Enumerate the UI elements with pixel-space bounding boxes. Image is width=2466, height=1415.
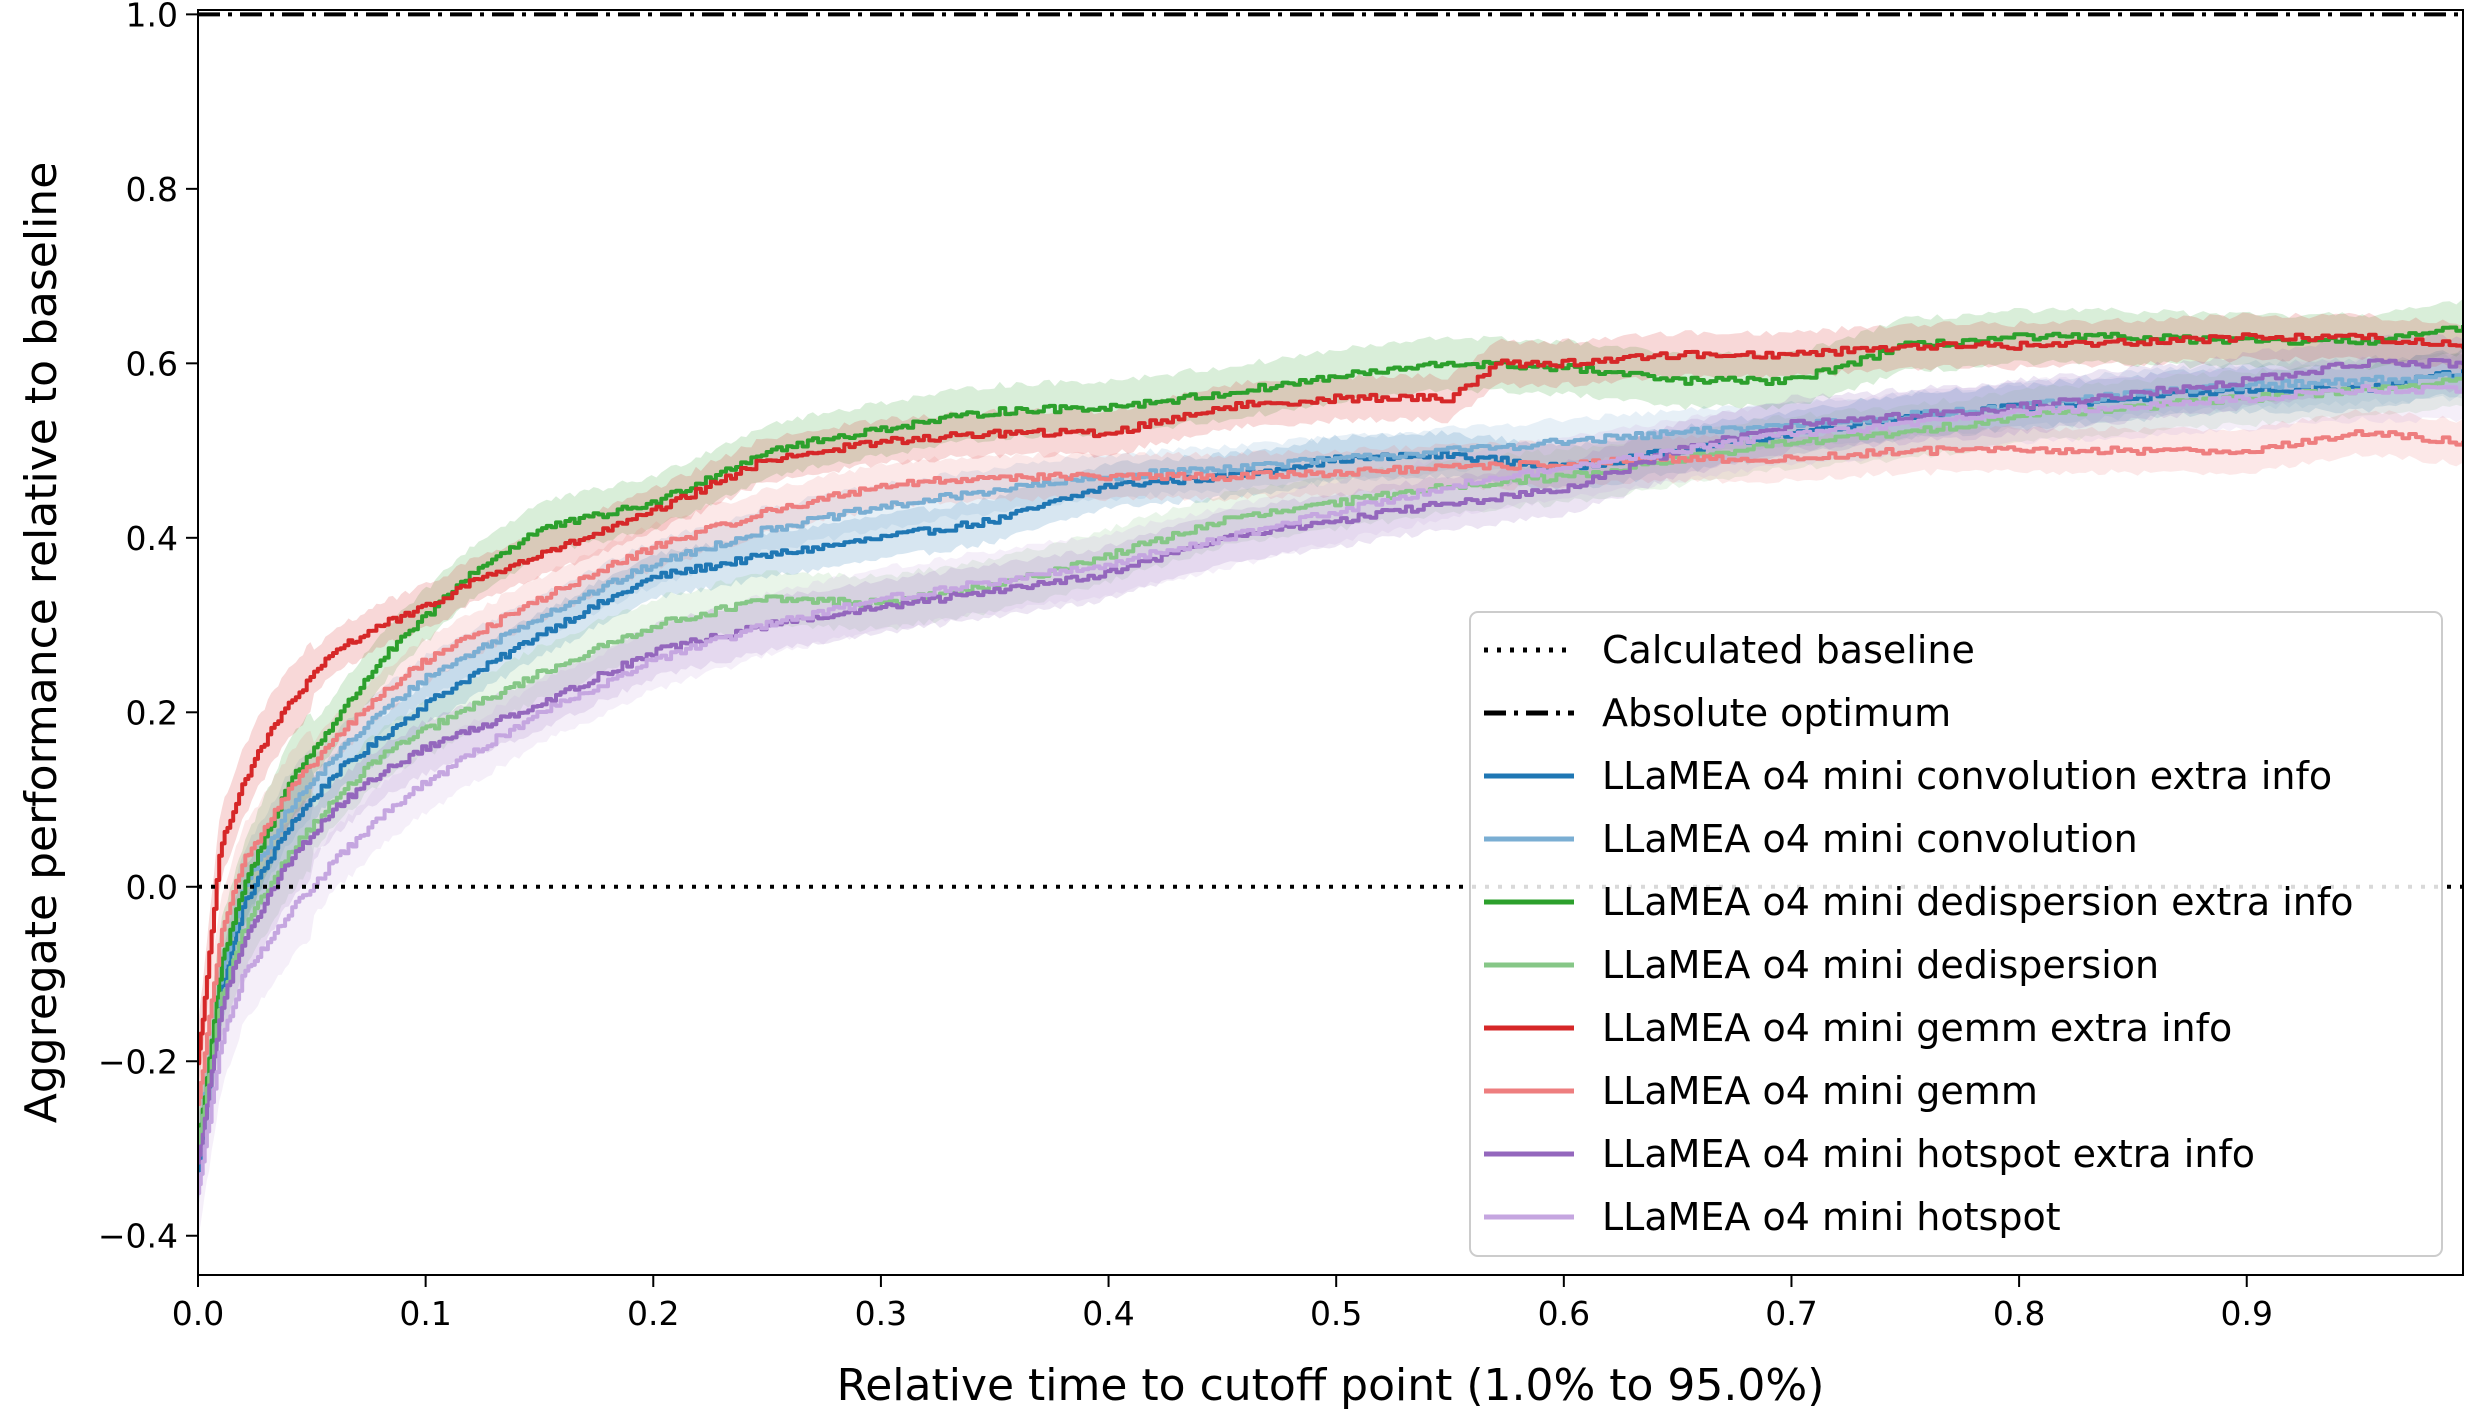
x-tick-label: 0.5 — [1310, 1294, 1362, 1333]
y-tick-label: 0.0 — [126, 868, 178, 907]
y-tick-label: 0.6 — [126, 344, 178, 383]
x-axis-ticks: 0.0 0.1 0.2 0.3 0.4 0.5 0.6 0.7 0.8 0.9 — [172, 1275, 2273, 1333]
legend-label-llamea-o4-mini-dedispersion: LLaMEA o4 mini dedispersion — [1602, 943, 2159, 987]
y-axis-label: Aggregate performance relative to baseli… — [16, 162, 67, 1124]
series-line-llamea-o4-mini-gemm — [198, 429, 2463, 1107]
y-tick-label: −0.2 — [98, 1042, 178, 1081]
y-tick-label: 1.0 — [126, 0, 178, 34]
series-line-llamea-o4-mini-convolution-extra-info — [198, 369, 2463, 1176]
band-llamea-o4-mini-hotspot — [198, 355, 2463, 1242]
y-tick-label: 0.8 — [126, 170, 178, 209]
x-axis-label: Relative time to cutoff point (1.0% to 9… — [837, 1360, 1825, 1411]
x-tick-label: 0.9 — [2221, 1294, 2273, 1333]
legend-label-llamea-o4-mini-dedispersion-extra-info: LLaMEA o4 mini dedispersion extra info — [1602, 880, 2354, 924]
x-tick-label: 0.1 — [399, 1294, 451, 1333]
legend-label-llamea-o4-mini-gemm: LLaMEA o4 mini gemm — [1602, 1069, 2038, 1113]
legend-label-llamea-o4-mini-convolution-extra-info: LLaMEA o4 mini convolution extra info — [1602, 754, 2332, 798]
x-tick-label: 0.3 — [855, 1294, 907, 1333]
legend-label-llamea-o4-mini-hotspot: LLaMEA o4 mini hotspot — [1602, 1195, 2061, 1239]
x-tick-label: 0.4 — [1082, 1294, 1134, 1333]
legend-label-llamea-o4-mini-hotspot-extra-info: LLaMEA o4 mini hotspot extra info — [1602, 1132, 2255, 1176]
series-line-llamea-o4-mini-dedispersion — [198, 376, 2463, 1149]
y-tick-label: −0.4 — [98, 1217, 178, 1256]
band-llamea-o4-mini-dedispersion — [198, 352, 2463, 1188]
legend-label-absolute-optimum: Absolute optimum — [1602, 691, 1951, 735]
legend-label-llamea-o4-mini-gemm-extra-info: LLaMEA o4 mini gemm extra info — [1602, 1006, 2232, 1050]
legend: Calculated baseline Absolute optimum LLaME… — [1469, 611, 2443, 1257]
y-tick-label: 0.2 — [126, 693, 178, 732]
legend-box — [1469, 611, 2443, 1257]
legend-label-llamea-o4-mini-convolution: LLaMEA o4 mini convolution — [1602, 817, 2138, 861]
x-tick-label: 0.2 — [627, 1294, 679, 1333]
plot-frame — [197, 9, 2464, 1276]
x-tick-label: 0.8 — [1993, 1294, 2045, 1333]
x-tick-label: 0.6 — [1538, 1294, 1590, 1333]
series-lines — [198, 325, 2463, 1196]
x-tick-label: 0.7 — [1765, 1294, 1817, 1333]
series-line-llamea-o4-mini-gemm-extra-info — [198, 332, 2463, 1066]
y-axis-ticks: −0.4 −0.2 0.0 0.2 0.4 0.6 0.8 1.0 — [98, 0, 198, 1256]
series-line-llamea-o4-mini-hotspot-extra-info — [198, 358, 2463, 1165]
band-llamea-o4-mini-hotspot-extra-info — [198, 333, 2463, 1205]
y-tick-label: 0.4 — [126, 519, 178, 558]
x-tick-label: 0.0 — [172, 1294, 224, 1333]
confidence-bands — [198, 298, 2463, 1242]
series-line-llamea-o4-mini-hotspot — [198, 384, 2463, 1196]
legend-label-calculated-baseline: Calculated baseline — [1602, 628, 1975, 672]
band-llamea-o4-mini-convolution-extra-info — [198, 347, 2463, 1209]
series-line-llamea-o4-mini-dedispersion-extra-info — [198, 325, 2463, 1151]
